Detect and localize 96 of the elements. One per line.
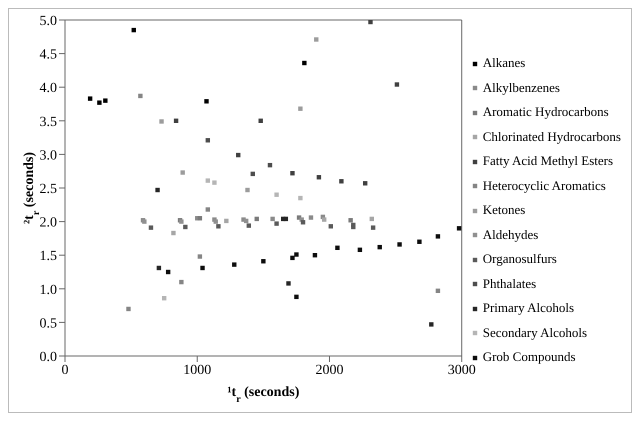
y-tick-label: 2.0: [40, 216, 57, 231]
point: [302, 60, 307, 66]
point: [212, 180, 217, 185]
point: [198, 254, 202, 259]
point: [206, 138, 210, 142]
x-tick-label: 1000: [183, 362, 212, 378]
point: [456, 226, 462, 231]
point: [348, 218, 353, 222]
legend-label: Grob Compounds: [482, 348, 576, 366]
legend-label: Alkanes: [482, 54, 526, 72]
legend-label: Chlorinated Hydrocarbons: [482, 128, 621, 146]
point: [166, 270, 170, 274]
point: [250, 172, 255, 176]
point: [180, 170, 185, 175]
point: [138, 94, 143, 98]
point: [246, 223, 252, 228]
point: [261, 259, 266, 264]
legend-label: Organosulfurs: [482, 250, 557, 268]
point: [397, 242, 402, 247]
y-tick-label: 4.5: [40, 48, 57, 63]
point: [294, 294, 299, 300]
y-tick-label: 1.0: [40, 282, 57, 298]
point: [417, 240, 422, 244]
point: [236, 152, 240, 158]
point: [148, 225, 154, 230]
point: [284, 216, 288, 222]
point: [204, 99, 209, 104]
y-tick-label: 3.0: [40, 148, 57, 164]
point: [436, 234, 440, 239]
point: [286, 281, 291, 286]
point: [436, 288, 440, 294]
point: [298, 196, 303, 200]
point: [370, 225, 376, 230]
point: [312, 253, 318, 258]
point: [224, 218, 229, 224]
point: [97, 100, 102, 105]
point: [270, 216, 275, 222]
legend-label: Phthalates: [482, 274, 536, 293]
y-tick-label: 1.5: [40, 249, 57, 264]
point: [206, 207, 210, 212]
legend-label: Ketones: [482, 201, 526, 220]
point: [300, 220, 306, 224]
point: [290, 171, 295, 176]
x-tick-label: 3000: [448, 362, 476, 378]
legend-label: Primary Alcohols: [482, 299, 574, 318]
point: [322, 217, 326, 222]
point: [274, 192, 279, 197]
point: [308, 215, 314, 220]
point: [254, 216, 259, 222]
point: [171, 230, 176, 236]
point: [258, 118, 263, 123]
x-axis-title: ¹t$_{r}$ (seconds): [227, 385, 300, 404]
legend-label: Alkylbenzenes: [482, 78, 560, 97]
point: [206, 178, 210, 183]
point: [316, 175, 322, 180]
point: [378, 244, 382, 250]
y-tick-label: 5.0: [40, 14, 57, 29]
point: [362, 181, 368, 186]
point: [274, 221, 279, 226]
point: [216, 224, 221, 229]
y-tick-label: 3.5: [40, 114, 57, 130]
point: [155, 188, 160, 192]
legend-label: Aldehydes: [482, 226, 538, 244]
point: [103, 98, 108, 103]
legend-label: Aromatic Hydrocarbons: [482, 103, 609, 122]
y-tick-label: 0.0: [40, 350, 57, 365]
point: [394, 82, 400, 87]
point: [183, 224, 188, 230]
point: [232, 262, 236, 267]
point: [298, 106, 303, 111]
point: [244, 218, 248, 224]
point: [132, 28, 136, 32]
point: [179, 280, 184, 284]
point: [358, 248, 362, 252]
legend-label: Fatty Acid Methyl Esters: [482, 152, 614, 170]
point: [370, 216, 374, 222]
point: [429, 322, 434, 327]
point: [162, 296, 166, 300]
point: [156, 266, 162, 270]
point: [88, 96, 92, 101]
point: [290, 256, 295, 260]
point: [294, 252, 299, 257]
point: [174, 118, 178, 123]
point: [335, 246, 340, 250]
legend-label: Heterocyclic Aromatics: [482, 176, 606, 195]
x-tick-label: 2000: [315, 362, 344, 378]
point: [198, 216, 202, 220]
point: [314, 37, 318, 42]
y-tick-label: 4.0: [40, 81, 57, 96]
x-tick-label: 0: [62, 362, 68, 378]
point: [268, 162, 272, 168]
y-tick-label: 2.5: [40, 182, 57, 197]
point: [328, 224, 333, 229]
y-tick-label: 0.5: [40, 316, 57, 332]
legend-label: Secondary Alcohols: [482, 324, 588, 342]
point: [339, 179, 344, 184]
